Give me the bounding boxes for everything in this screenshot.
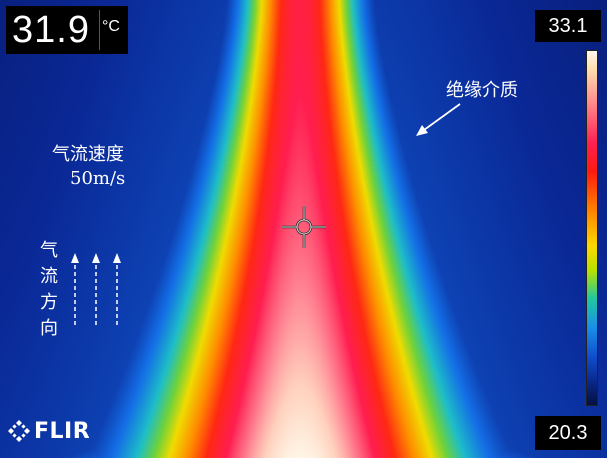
logo-text: FLIR <box>34 418 91 444</box>
insulation-label: 绝缘介质 <box>446 80 518 101</box>
flir-logo-icon <box>8 420 30 442</box>
velocity-label: 气流速度 <box>52 144 124 165</box>
flow-direction-label: 气流方向 <box>40 240 58 339</box>
scale-max-value: 33.1 <box>535 10 601 42</box>
temperature-unit: °C <box>102 18 120 35</box>
readout-divider <box>99 10 100 50</box>
temperature-color-scale <box>586 50 598 406</box>
spot-temperature-readout: 31.9 °C <box>6 6 128 54</box>
velocity-value: 50m/s <box>70 168 126 189</box>
spot-temperature-value: 31.9 <box>12 9 90 51</box>
scale-min-value: 20.3 <box>535 416 601 450</box>
flir-logo: FLIR <box>8 416 90 446</box>
